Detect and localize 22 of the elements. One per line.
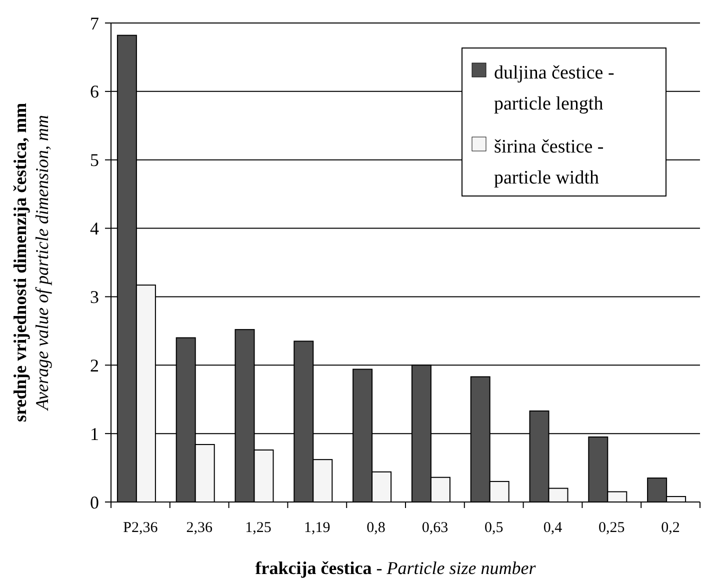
x-axis-title: frakcija čestica - Particle size number xyxy=(255,558,537,578)
y-tick-label: 5 xyxy=(90,150,99,170)
legend-label: širina čestice - particle width xyxy=(494,136,604,189)
y-tick-label: 0 xyxy=(90,492,99,512)
legend-label: duljina čestice - particle length xyxy=(494,62,614,115)
x-tick-label: P2,36 xyxy=(123,520,158,536)
y-tick-label: 1 xyxy=(90,424,99,444)
x-tick-label: 0,63 xyxy=(422,520,448,536)
x-tick-label: 0,4 xyxy=(543,520,563,536)
x-tick-label: 0,2 xyxy=(661,520,680,536)
x-tick-label: 1,25 xyxy=(245,520,272,536)
y-tick-label: 2 xyxy=(90,355,99,376)
y-tick-label: 3 xyxy=(90,287,99,308)
y-tick-label: 7 xyxy=(90,13,99,34)
y-tick-label: 4 xyxy=(90,218,99,239)
x-tick-label: 0,25 xyxy=(598,520,625,536)
x-tick-label: 2,36 xyxy=(186,520,213,536)
x-tick-label: 1,19 xyxy=(304,520,330,536)
x-tick-label: 0,5 xyxy=(484,520,504,536)
y-axis-title: srednje vrijednosti dimenzija čestica, mm Average value of particle dimension, mm xyxy=(10,102,52,422)
y-tick-label: 6 xyxy=(90,82,99,102)
x-tick-label: 0,8 xyxy=(366,520,386,536)
